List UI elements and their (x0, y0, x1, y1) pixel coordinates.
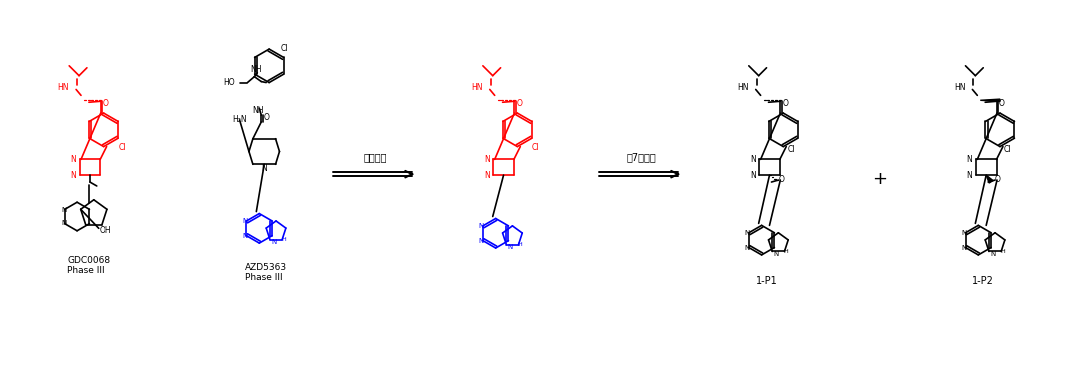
Text: Cl: Cl (119, 143, 126, 152)
Text: N: N (750, 170, 756, 180)
Text: O: O (264, 113, 269, 121)
Text: Cl: Cl (787, 145, 795, 154)
Text: H: H (783, 249, 788, 254)
Text: N: N (990, 251, 996, 257)
Text: N: N (961, 230, 967, 236)
Text: N: N (242, 233, 247, 239)
Polygon shape (981, 99, 1000, 101)
Text: HN: HN (57, 83, 69, 92)
Text: NH: NH (253, 106, 264, 115)
Text: HN: HN (471, 83, 483, 92)
Text: O: O (779, 175, 784, 184)
Text: N: N (967, 155, 972, 164)
Text: H: H (517, 242, 523, 247)
Text: N: N (478, 238, 484, 244)
Text: 1-P2: 1-P2 (972, 276, 995, 286)
Text: O: O (516, 99, 523, 108)
Text: 成7元氧环: 成7元氧环 (626, 152, 656, 162)
Text: H: H (281, 237, 286, 242)
Text: N: N (261, 164, 267, 173)
Text: N: N (62, 207, 67, 213)
Text: +: + (873, 170, 888, 188)
Text: H: H (1000, 249, 1004, 254)
Text: H₂N: H₂N (232, 115, 247, 124)
Text: OH: OH (99, 226, 111, 235)
Text: N: N (70, 170, 76, 180)
Text: N: N (484, 155, 489, 164)
Text: AZD5363
Phase III: AZD5363 Phase III (244, 263, 286, 282)
Text: N: N (478, 223, 484, 229)
Text: O: O (999, 99, 1004, 108)
Text: N: N (508, 244, 513, 250)
Text: N: N (70, 155, 76, 164)
Text: HN: HN (954, 83, 966, 92)
Text: N: N (484, 170, 489, 180)
Polygon shape (986, 175, 994, 183)
Text: Cl: Cl (1004, 145, 1012, 154)
Text: Cl: Cl (280, 44, 287, 53)
Text: GDC0068
Phase III: GDC0068 Phase III (67, 256, 110, 275)
Text: O: O (995, 175, 1001, 184)
Text: N: N (967, 170, 972, 180)
Text: HN: HN (738, 83, 748, 92)
Text: N: N (744, 230, 750, 236)
Text: Cl: Cl (532, 143, 540, 152)
Text: N: N (271, 239, 276, 245)
Text: NH: NH (251, 65, 262, 74)
Text: HO: HO (224, 78, 234, 87)
Text: 1-P1: 1-P1 (756, 276, 778, 286)
Text: 分子杂交: 分子杂交 (363, 152, 387, 162)
Text: N: N (750, 155, 756, 164)
Text: N: N (744, 245, 750, 251)
Text: N: N (62, 220, 67, 227)
Text: N: N (961, 245, 967, 251)
Text: N: N (242, 218, 247, 224)
Text: N: N (773, 251, 779, 257)
Text: O: O (103, 99, 109, 108)
Text: O: O (782, 99, 788, 108)
